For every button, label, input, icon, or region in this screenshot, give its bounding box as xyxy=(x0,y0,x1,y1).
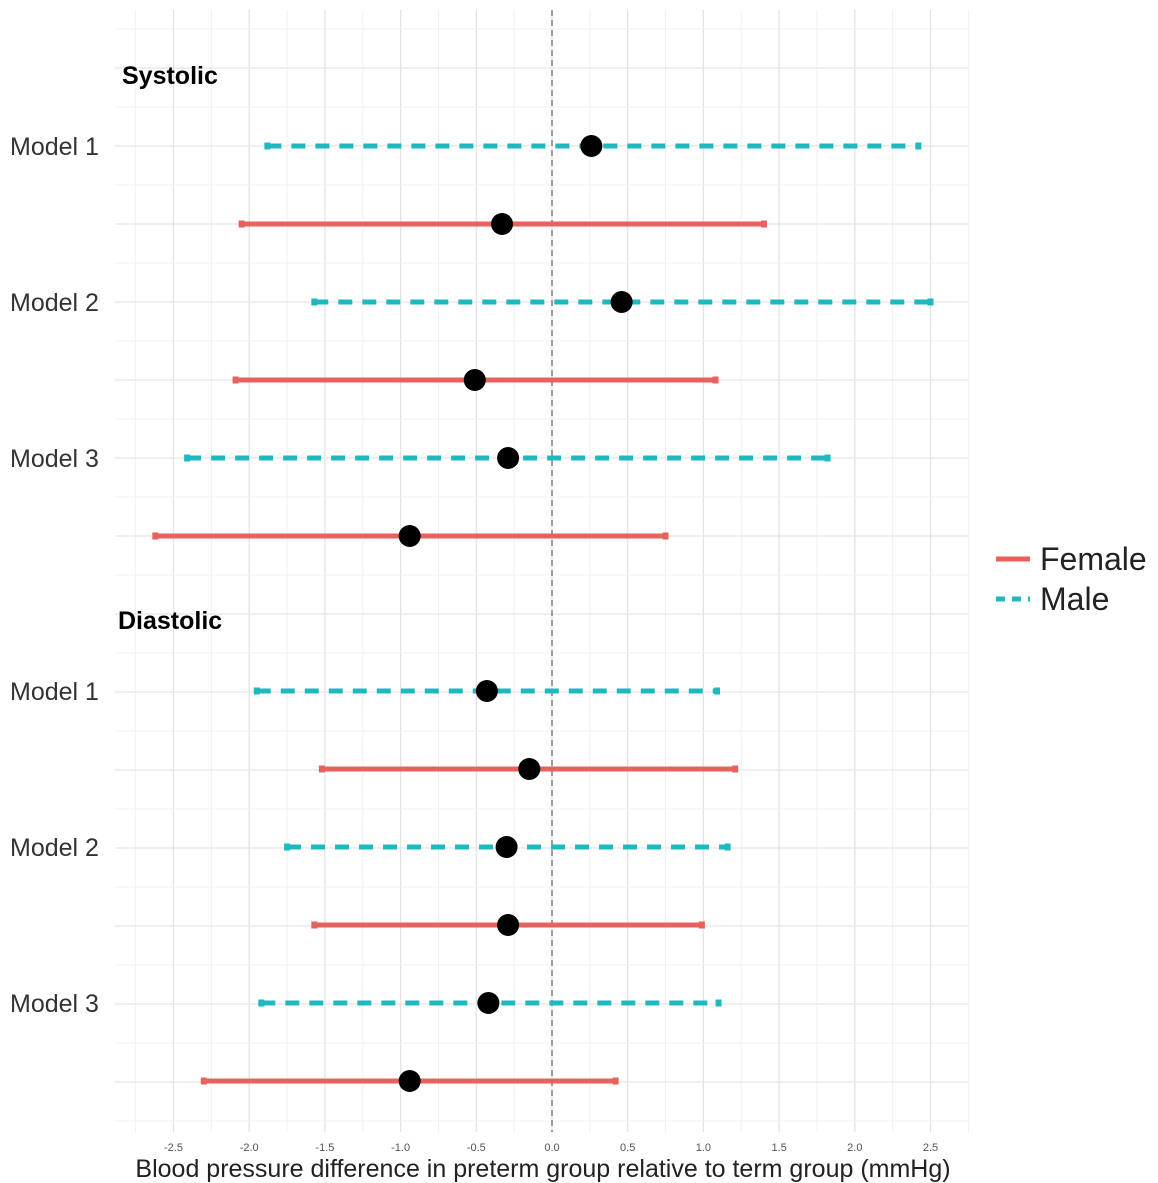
male-estimate-point xyxy=(475,680,498,702)
female-estimate-point xyxy=(518,758,541,780)
male-ci-upper-cap xyxy=(724,843,731,851)
male-ci-upper-cap xyxy=(824,454,831,462)
male-ci-upper-cap xyxy=(714,687,721,695)
female-ci-lower-cap xyxy=(238,220,245,228)
x-tick-label: -2.5 xyxy=(164,1142,183,1154)
female-ci-upper-cap xyxy=(732,765,739,773)
male-ci-lower-cap xyxy=(284,843,291,851)
model-label: Model 1 xyxy=(10,678,99,706)
female-ci-upper-cap xyxy=(698,921,705,929)
legend-label-male: Male xyxy=(1040,581,1109,617)
male-ci-lower-cap xyxy=(264,142,271,150)
x-tick-label: 2.0 xyxy=(847,1142,862,1154)
x-tick-label: 2.5 xyxy=(923,1142,938,1154)
male-ci-upper-cap xyxy=(915,142,922,150)
female-estimate-point xyxy=(491,213,514,235)
male-estimate-point xyxy=(495,836,518,858)
model-label: Model 3 xyxy=(10,445,99,473)
panel-title: Systolic xyxy=(122,62,218,90)
panel-title: Diastolic xyxy=(118,607,222,635)
x-tick-label: -0.5 xyxy=(467,1142,486,1154)
legend-label-female: Female xyxy=(1040,541,1147,577)
female-ci-upper-cap xyxy=(612,1077,619,1085)
x-tick-label: 0.0 xyxy=(544,1142,559,1154)
labels-group: Systolic Model 1 Model 2 Model 3 Diastolic Mo… xyxy=(10,62,951,1183)
x-axis-title: Blood pressure difference in preterm gro… xyxy=(135,1155,950,1183)
x-tick-label: -1.0 xyxy=(391,1142,410,1154)
model-label: Model 2 xyxy=(10,289,99,317)
x-tick-label: 1.5 xyxy=(771,1142,786,1154)
female-ci-lower-cap xyxy=(152,532,159,540)
model-label: Model 1 xyxy=(10,133,99,161)
series-group xyxy=(152,135,934,1092)
female-ci-lower-cap xyxy=(200,1077,207,1085)
male-ci-upper-cap xyxy=(715,999,722,1007)
male-ci-lower-cap xyxy=(253,687,260,695)
female-ci-lower-cap xyxy=(311,921,318,929)
male-estimate-point xyxy=(580,135,603,157)
male-estimate-point xyxy=(610,291,633,313)
x-tick-label: 0.5 xyxy=(620,1142,635,1154)
female-ci-upper-cap xyxy=(712,376,719,384)
x-tick-label: -1.5 xyxy=(315,1142,334,1154)
female-estimate-point xyxy=(497,914,520,936)
male-ci-upper-cap xyxy=(927,298,934,306)
male-ci-lower-cap xyxy=(258,999,265,1007)
x-tick-label: 1.0 xyxy=(696,1142,711,1154)
female-ci-lower-cap xyxy=(232,376,239,384)
female-ci-upper-cap xyxy=(760,220,767,228)
female-estimate-point xyxy=(398,525,421,547)
male-estimate-point xyxy=(497,447,520,469)
male-estimate-point xyxy=(477,992,500,1014)
x-tick-label: -2.0 xyxy=(240,1142,259,1154)
female-ci-lower-cap xyxy=(318,765,325,773)
model-label: Model 3 xyxy=(10,990,99,1018)
female-ci-upper-cap xyxy=(662,532,669,540)
grid xyxy=(115,10,969,1132)
male-ci-lower-cap xyxy=(184,454,191,462)
female-estimate-point xyxy=(463,369,486,391)
legend: Female Male xyxy=(996,541,1147,617)
model-label: Model 2 xyxy=(10,834,99,862)
male-ci-lower-cap xyxy=(311,298,318,306)
female-estimate-point xyxy=(398,1070,421,1092)
